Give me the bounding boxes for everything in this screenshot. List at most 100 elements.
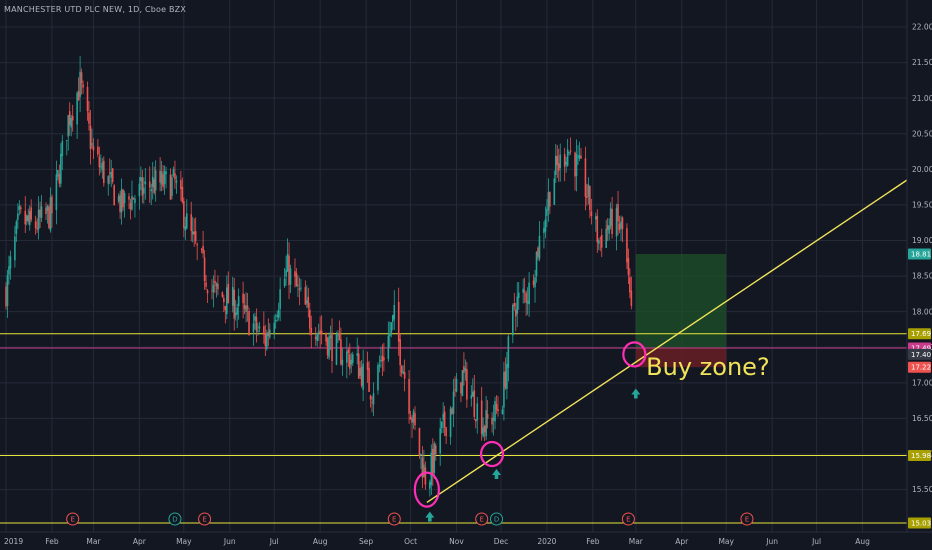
candle-body [283,278,286,287]
price-tag: 15.03 [908,517,931,529]
candle-body [421,457,424,478]
candle-body [463,366,465,373]
earnings-marker[interactable]: E [66,512,80,526]
price-tick-label: 22.00 [912,23,932,32]
candle-body [65,140,68,142]
candle-body [523,291,526,293]
earnings-marker[interactable]: E [475,512,489,526]
horizontal-levels[interactable] [0,333,907,524]
candle-body [82,84,84,88]
candle-body [549,192,551,207]
price-tick-label: 17.00 [912,378,932,387]
earnings-marker[interactable]: E [387,512,401,526]
candle-body [423,464,425,477]
candle-body [543,227,545,234]
candle-body [609,208,612,227]
candle-body [202,246,204,254]
dividend-marker[interactable]: D [490,512,504,526]
price-tick-label: 18.50 [912,272,932,281]
time-tick-label: Apr [675,537,689,546]
time-tick-label: May [176,537,192,546]
candle-body [98,157,101,168]
candle-body [288,255,290,286]
candle-body [128,196,130,200]
candle-body [257,330,259,332]
candle-body [234,312,237,316]
candle-body [350,359,353,365]
candle-body [308,309,311,329]
candle-body [482,427,484,437]
candle-body [399,339,401,366]
candle-body [226,287,228,315]
candle-body [455,378,458,392]
candle-body [294,271,296,277]
candle-body [480,400,483,434]
price-tag: 18.81 [908,248,931,260]
candle-body [285,269,287,277]
time-tick-label: Aug [855,537,870,546]
earnings-marker[interactable]: E [740,512,754,526]
candle-body [119,194,121,212]
candle-body [492,417,495,421]
candle-body [107,176,110,184]
candles [5,56,633,497]
candle-body [418,427,421,456]
candle-body [506,363,508,389]
candle-body [317,331,320,333]
earnings-marker[interactable]: E [198,512,212,526]
candle-body [556,155,559,165]
candle-body [79,71,81,98]
trendline[interactable] [426,179,908,503]
dividend-marker[interactable]: D [168,512,182,526]
earnings-marker[interactable]: E [621,512,635,526]
candle-body [337,334,339,336]
candle-body [190,214,193,232]
candle-body [402,371,404,374]
candle-body [122,189,124,208]
candle-body [153,179,155,193]
candle-body [387,335,390,360]
candle-body [191,231,194,235]
price-tick-label: 16.50 [912,414,932,423]
symbol-title[interactable]: MANCHESTER UTD PLC NEW, 1D, Cboe BZX [4,5,187,14]
candle-body [194,230,197,242]
candle-body [621,217,624,230]
price-tag-bg [908,517,931,529]
trendline-group[interactable] [426,179,908,503]
time-tick-label: 2019 [4,537,23,546]
candle-body [30,207,32,220]
candle-body [590,211,593,217]
candle-body [163,170,166,185]
candle-body [629,277,631,293]
candle-body [513,303,516,307]
candle-body [494,401,496,422]
candle-body [434,445,437,455]
price-tag: 17.40 [908,348,931,360]
candle-body [180,180,182,189]
candle-body [341,359,344,366]
candle-body [414,413,416,426]
candle-body [578,155,581,159]
candle-body [516,296,519,314]
candle-body [429,482,431,489]
candle-body [46,206,49,211]
time-tick-label: May [718,537,734,546]
candle-body [627,258,630,275]
candle-body [460,382,462,394]
candle-body [596,215,599,243]
time-axis[interactable]: 2019 Feb Mar Apr May Jun Jul Aug Sep Oct Nov Dec 202… [0,531,932,546]
annotation-circle [622,341,647,368]
price-tag-label: 15.98 [911,452,931,460]
price-tag-bg [908,449,931,461]
candle-body [340,339,342,365]
candle-body [486,414,489,419]
candle-body [439,428,441,454]
event-marker-icon [490,512,504,526]
candle-body [162,174,164,187]
candle-body [320,330,323,335]
up-arrow-icon [492,468,502,479]
candle-body [160,171,163,185]
candle-body [408,379,410,414]
